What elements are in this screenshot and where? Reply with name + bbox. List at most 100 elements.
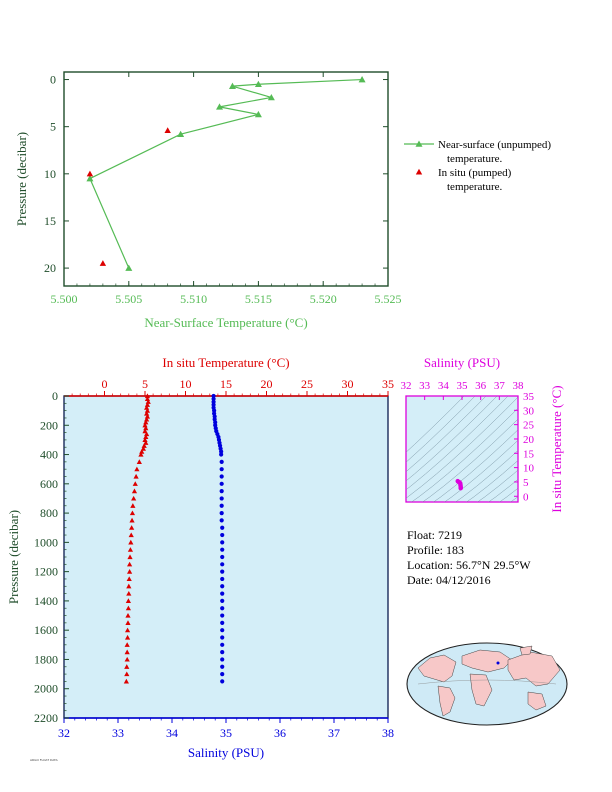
float-info: Float: 7219 Profile: 183 Location: 56.7°… (407, 528, 531, 588)
ts-contour-line (433, 429, 518, 502)
chart2-frame (63, 395, 389, 719)
temperature-point (123, 678, 129, 684)
profile-number: Profile: 183 (407, 543, 464, 557)
chart2-temp-tick-label: 0 (102, 377, 108, 391)
temperature-point (127, 569, 133, 574)
chart2-sal-tick-label: 34 (166, 726, 178, 740)
temperature-point (142, 422, 148, 428)
temperature-point (127, 547, 134, 552)
legend-label-pumped: In situ (pumped) (438, 167, 512, 179)
chart2-pressure-tick-label: 2000 (34, 682, 58, 696)
chart1-point-pumped (86, 170, 94, 177)
salinity-point (212, 414, 217, 419)
ts-sal-tick-label: 38 (513, 380, 525, 392)
world-map-land (527, 691, 547, 711)
ts-temp-tick-label: 5 (523, 477, 529, 489)
temperature-point (144, 416, 150, 422)
temperature-point (124, 627, 131, 633)
temperature-point (144, 413, 151, 419)
ts-temp-tick-label: 30 (523, 405, 535, 417)
salinity-point (220, 525, 225, 530)
ts-temp-tick-label: 20 (523, 434, 535, 446)
temperature-point (124, 664, 130, 669)
ts-temp-tick-label: 10 (523, 463, 535, 475)
chart2-temp-tick-label: 15 (220, 377, 232, 391)
legend-marker-unpumped (415, 140, 423, 147)
salinity-point (220, 664, 225, 669)
salinity-point (220, 584, 225, 589)
ts-point (458, 486, 463, 491)
temperature-point (126, 590, 132, 596)
temperature-point (127, 554, 133, 560)
temperature-point (126, 583, 132, 589)
ts-contour-line (406, 396, 498, 482)
salinity-point (220, 540, 225, 545)
salinity-point (220, 532, 225, 538)
chart1-point-unpumped (228, 82, 236, 89)
salinity-point (220, 554, 225, 560)
temperature-point (124, 671, 130, 677)
temperature-point (124, 642, 130, 647)
ts-sal-tick-label: 35 (457, 380, 469, 392)
temperature-point (143, 434, 149, 440)
chart1-xtick-label: 5.520 (310, 292, 337, 306)
chart1-point-unpumped (254, 80, 262, 88)
ts-right-ylabel: In situ Temperature (°C) (549, 385, 564, 512)
temperature-point (124, 656, 130, 662)
legend-label-unpumped: Near-surface (unpumped) (438, 139, 551, 151)
temperature-point (125, 612, 131, 618)
ts-contour-line (444, 439, 518, 502)
legend-marker-pumped (415, 168, 423, 175)
world-map-land (461, 649, 513, 673)
salinity-point (211, 402, 216, 407)
ts-sal-tick-label: 37 (494, 380, 506, 392)
chart1-point-unpumped (267, 93, 275, 101)
chart1-ylabel: Pressure (decibar) (14, 132, 29, 226)
world-map-land (417, 654, 457, 683)
temperature-point (144, 393, 151, 399)
ts-sal-tick-label: 34 (438, 380, 450, 392)
legend-label-unpumped-2: temperature. (447, 153, 503, 165)
salinity-point (220, 613, 225, 618)
temperature-point (125, 598, 131, 603)
chart2-top-xlabel: In situ Temperature (°C) (162, 355, 289, 370)
date: Date: 04/12/2016 (407, 573, 491, 587)
ts-sal-tick-label: 36 (475, 380, 487, 392)
temperature-point (126, 576, 132, 582)
salinity-point (220, 547, 225, 552)
chart2-sal-tick-label: 33 (112, 726, 124, 740)
ts-contour-line (422, 418, 518, 502)
chart1-point-unpumped (216, 103, 224, 110)
temperature-point (143, 425, 149, 431)
chart2-pressure-tick-label: 2200 (34, 711, 58, 725)
temperature-point (142, 437, 148, 442)
legend-label-pumped-2: temperature. (447, 181, 503, 193)
chart2-sal-tick-label: 35 (220, 726, 232, 740)
chart1-ytick-label: 0 (50, 73, 56, 87)
salinity-point (211, 399, 216, 404)
chart2-ylabel: Pressure (decibar) (6, 510, 21, 604)
float-id: Float: 7219 (407, 528, 463, 542)
temperature-point (145, 399, 151, 404)
temperature-point (124, 649, 130, 655)
chart1-xtick-label: 5.525 (375, 292, 402, 306)
ts-top-xlabel: Salinity (PSU) (424, 355, 500, 370)
chart1-xlabel: Near-Surface Temperature (°C) (144, 315, 307, 330)
temperature-point (125, 620, 131, 625)
salinity-point (219, 452, 224, 457)
chart2-pressure-tick-label: 400 (40, 448, 58, 462)
world-map-equator (417, 679, 557, 685)
salinity-point (220, 598, 225, 604)
temperature-point (129, 510, 136, 516)
ts-temp-tick-label: 15 (523, 448, 535, 460)
chart2-sal-tick-label: 38 (382, 726, 394, 740)
chart1-series-line (89, 78, 363, 269)
world-map-land (437, 685, 456, 717)
ts-temp-tick-label: 25 (523, 420, 535, 432)
chart1-ytick-label: 20 (44, 261, 56, 275)
temperature-point (136, 459, 142, 464)
salinity-point (220, 650, 225, 655)
salinity-point (213, 420, 218, 425)
ts-contour-line (488, 479, 518, 502)
temperature-point (131, 495, 137, 501)
